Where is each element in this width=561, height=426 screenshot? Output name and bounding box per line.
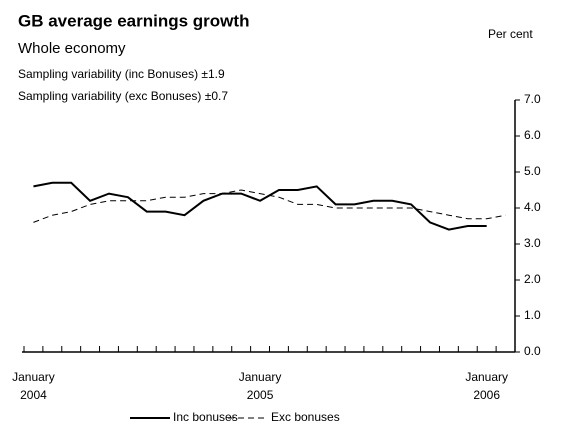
data-line	[33, 181, 487, 231]
data-line	[33, 189, 506, 223]
x-tick-label: January 2005	[238, 370, 282, 402]
note: Sampling variability (exc Bonuses) ±0.7	[18, 89, 228, 103]
chart-title: GB average earnings growth	[18, 11, 249, 30]
y-tick-label: 2.0	[524, 272, 541, 286]
y-unit: Per cent	[488, 27, 533, 41]
y-tick-label: 1.0	[524, 308, 541, 322]
y-tick-label: 4.0	[524, 200, 541, 214]
y-tick-label: 5.0	[524, 164, 541, 178]
x-tick-label: January 2006	[465, 370, 509, 402]
y-tick-label: 0.0	[524, 344, 541, 358]
y-tick-label: 6.0	[524, 128, 541, 142]
subtitle: Whole economy	[18, 40, 126, 57]
legend-label: Exc bonuses	[271, 410, 340, 424]
y-tick-label: 3.0	[524, 236, 541, 250]
legend-label: Inc bonuses	[173, 410, 238, 424]
note: Sampling variability (inc Bonuses) ±1.9	[18, 67, 225, 81]
x-tick-label: January 2004	[12, 370, 55, 402]
y-tick-label: 7.0	[524, 92, 541, 106]
